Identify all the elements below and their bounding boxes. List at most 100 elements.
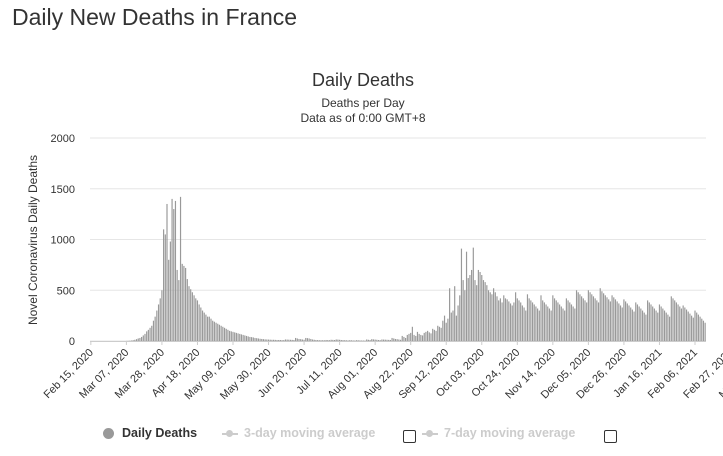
bar[interactable]	[581, 296, 583, 341]
bar[interactable]	[675, 302, 677, 341]
bar[interactable]	[630, 307, 632, 342]
bar[interactable]	[147, 329, 149, 341]
bar[interactable]	[665, 312, 667, 341]
bar[interactable]	[542, 300, 544, 341]
bar[interactable]	[704, 322, 706, 341]
bar[interactable]	[293, 339, 295, 341]
bar[interactable]	[181, 263, 183, 341]
bar[interactable]	[144, 333, 146, 341]
bar[interactable]	[570, 304, 573, 341]
bar[interactable]	[471, 269, 473, 341]
bar[interactable]	[257, 338, 259, 341]
bar[interactable]	[369, 339, 371, 341]
bar[interactable]	[137, 338, 139, 341]
bar[interactable]	[677, 304, 679, 341]
bar[interactable]	[606, 297, 608, 341]
bar[interactable]	[631, 309, 633, 341]
bar[interactable]	[401, 335, 403, 341]
bar[interactable]	[702, 320, 705, 341]
bar[interactable]	[682, 305, 684, 341]
bar[interactable]	[354, 340, 356, 341]
bar[interactable]	[337, 339, 339, 341]
bar[interactable]	[621, 307, 623, 342]
bar[interactable]	[247, 336, 249, 341]
bar[interactable]	[557, 302, 559, 341]
bar[interactable]	[269, 339, 271, 341]
bar[interactable]	[279, 339, 281, 341]
bar[interactable]	[614, 299, 617, 341]
bar[interactable]	[300, 339, 302, 341]
bar[interactable]	[462, 280, 464, 341]
bar[interactable]	[301, 339, 303, 341]
bar[interactable]	[430, 333, 432, 341]
bar[interactable]	[217, 323, 219, 341]
bar[interactable]	[357, 340, 359, 341]
bar[interactable]	[586, 302, 588, 341]
bar[interactable]	[545, 304, 547, 341]
bar[interactable]	[670, 296, 672, 341]
bar[interactable]	[553, 298, 556, 341]
bar[interactable]	[493, 288, 495, 341]
bar[interactable]	[559, 304, 561, 341]
bar[interactable]	[565, 298, 567, 341]
bar[interactable]	[697, 314, 699, 341]
bar[interactable]	[391, 337, 393, 341]
bar[interactable]	[575, 290, 578, 341]
bar[interactable]	[210, 318, 212, 341]
bar[interactable]	[501, 302, 503, 341]
bar[interactable]	[467, 278, 469, 341]
bar[interactable]	[198, 304, 200, 341]
bar[interactable]	[687, 311, 689, 341]
bar[interactable]	[185, 267, 187, 341]
bar[interactable]	[511, 305, 513, 341]
bar[interactable]	[427, 330, 429, 341]
bar[interactable]	[494, 292, 496, 341]
bar[interactable]	[284, 339, 287, 341]
bar[interactable]	[229, 330, 231, 341]
bar[interactable]	[159, 298, 161, 341]
bar[interactable]	[476, 285, 478, 341]
bar[interactable]	[491, 294, 493, 341]
bar[interactable]	[460, 248, 463, 341]
bar[interactable]	[298, 338, 300, 341]
bar[interactable]	[410, 332, 412, 341]
bar[interactable]	[680, 308, 683, 341]
bar[interactable]	[149, 327, 151, 341]
bar[interactable]	[645, 314, 647, 341]
bar[interactable]	[596, 300, 598, 341]
bar[interactable]	[289, 339, 292, 341]
bar[interactable]	[161, 290, 163, 341]
bar[interactable]	[660, 306, 662, 341]
bar[interactable]	[256, 338, 258, 341]
bar[interactable]	[547, 306, 549, 341]
bar[interactable]	[154, 316, 156, 341]
bar[interactable]	[146, 331, 148, 341]
bar[interactable]	[183, 265, 185, 341]
bar[interactable]	[699, 316, 701, 341]
bar[interactable]	[452, 310, 454, 341]
bar[interactable]	[135, 339, 138, 341]
bar[interactable]	[635, 302, 637, 341]
bar[interactable]	[459, 295, 461, 341]
bar[interactable]	[347, 340, 349, 341]
bar[interactable]	[445, 322, 447, 341]
bar[interactable]	[134, 339, 136, 341]
bar[interactable]	[572, 306, 574, 341]
bar[interactable]	[643, 312, 645, 341]
bar[interactable]	[151, 325, 153, 341]
bar[interactable]	[685, 309, 688, 341]
bar[interactable]	[601, 291, 603, 341]
bar[interactable]	[377, 339, 380, 341]
bar[interactable]	[342, 340, 344, 341]
bar[interactable]	[535, 306, 537, 341]
bar[interactable]	[611, 295, 613, 341]
bar[interactable]	[499, 298, 501, 341]
bar[interactable]	[679, 306, 681, 341]
bar[interactable]	[335, 339, 337, 341]
bar[interactable]	[323, 340, 325, 341]
bar[interactable]	[504, 298, 507, 341]
7-day-average-checkbox[interactable]	[604, 430, 617, 443]
bar[interactable]	[306, 338, 309, 341]
bar[interactable]	[657, 312, 659, 341]
bar[interactable]	[537, 308, 539, 341]
